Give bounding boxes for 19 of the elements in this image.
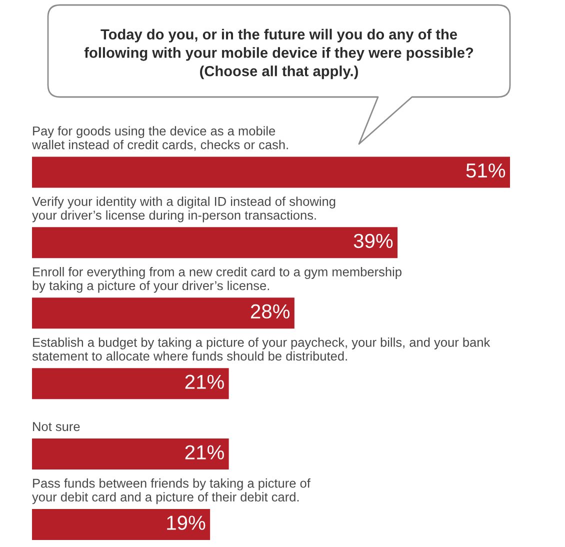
data-label: 39%	[354, 234, 393, 248]
bar	[32, 156, 510, 188]
y-tick-label: Not sure	[33, 422, 80, 432]
data-label: 19%	[167, 516, 206, 530]
y-tick-label: Enroll for everything from a new credit card to a gym membership by taking a picture of your driver’s license.	[32, 267, 402, 293]
y-tick-label: Establish a budget by taking a picture of your paycheck, your bills, and your bank statement to allocate where funds should be distributed.	[32, 337, 490, 361]
data-label: 28%	[250, 304, 290, 319]
y-tick-label: Pass funds between friends by taking a picture of your debit card and a picture of their debit card.	[32, 478, 310, 504]
chart-title: Today do you, or in the future will you do any of the following with your mobile device if they were possible? (Choose all that apply.)	[84, 28, 474, 80]
y-tick-label: Pay for goods using the device as a mobile wallet instead of credit cards, checks or cash.	[32, 126, 288, 151]
data-label: 21%	[185, 445, 224, 460]
data-label: 51%	[466, 163, 506, 178]
bar	[32, 298, 294, 329]
bar	[32, 509, 210, 540]
data-label: 21%	[185, 374, 224, 389]
bar	[32, 368, 229, 400]
bar	[32, 438, 229, 470]
y-tick-label: Verify your identity with a digital ID instead of showing your driver’s license during in-person transactions.	[32, 196, 336, 222]
bar	[32, 227, 398, 258]
